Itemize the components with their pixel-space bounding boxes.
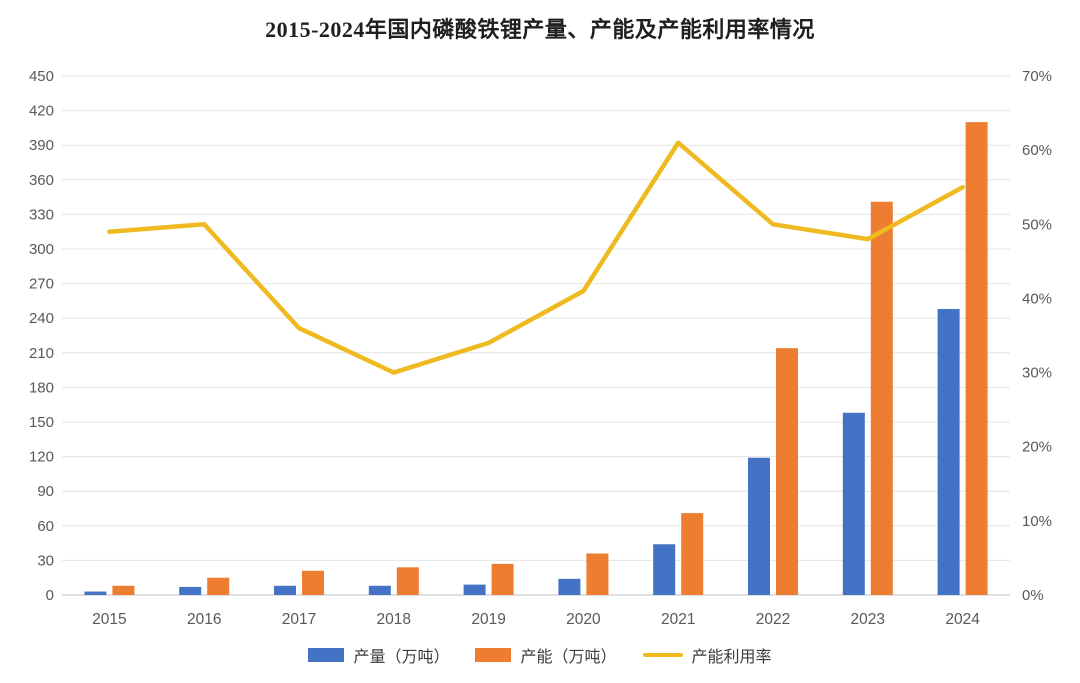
bar-production-2024 bbox=[937, 308, 960, 595]
bar-production-2017 bbox=[274, 585, 296, 595]
right-axis-tick-label: 60% bbox=[1022, 142, 1052, 159]
bar-capacity-2019 bbox=[491, 563, 514, 595]
x-axis-tick-label: 2016 bbox=[187, 611, 221, 628]
bar-capacity-2017 bbox=[302, 570, 324, 595]
left-axis-tick-label: 30 bbox=[37, 552, 54, 569]
legend-item-utilization: 产能利用率 bbox=[642, 643, 772, 667]
x-axis-tick-label: 2015 bbox=[92, 611, 126, 628]
right-axis-tick-label: 30% bbox=[1022, 365, 1052, 382]
chart-legend: 产量（万吨） 产能（万吨） 产能利用率 bbox=[0, 643, 1080, 667]
capacity-swatch-icon bbox=[475, 648, 512, 662]
legend-item-production: 产量（万吨） bbox=[308, 643, 449, 667]
bar-capacity-2015 bbox=[112, 585, 135, 595]
bar-production-2015 bbox=[84, 591, 107, 595]
x-axis-tick-label: 2023 bbox=[851, 611, 885, 628]
bar-capacity-2016 bbox=[207, 577, 230, 595]
left-axis-tick-label: 390 bbox=[29, 137, 54, 154]
left-axis-tick-label: 240 bbox=[29, 310, 54, 327]
left-axis-tick-label: 60 bbox=[37, 518, 54, 535]
x-axis-tick-label: 2021 bbox=[661, 611, 695, 628]
legend-label-utilization: 产能利用率 bbox=[691, 649, 772, 666]
bar-production-2019 bbox=[463, 584, 486, 595]
bar-production-2018 bbox=[368, 585, 391, 595]
bar-capacity-2022 bbox=[776, 348, 798, 595]
utilization-line bbox=[107, 140, 965, 375]
utilization-line-swatch-icon bbox=[642, 652, 683, 658]
x-axis-tick-label: 2024 bbox=[945, 611, 980, 628]
bar-production-2020 bbox=[558, 578, 581, 595]
left-axis-tick-label: 300 bbox=[29, 241, 54, 258]
chart-title: 2015-2024年国内磷酸铁锂产量、产能及产能利用率情况 bbox=[265, 17, 815, 42]
bar-production-2023 bbox=[842, 412, 865, 595]
bar-capacity-2021 bbox=[681, 513, 704, 595]
right-axis-tick-label: 70% bbox=[1022, 68, 1052, 85]
bar-production-2016 bbox=[179, 586, 202, 595]
left-axis-tick-label: 180 bbox=[29, 379, 54, 396]
left-axis-tick-label: 450 bbox=[29, 68, 54, 85]
left-axis-tick-label: 90 bbox=[37, 483, 54, 500]
x-axis-tick-label: 2017 bbox=[282, 611, 316, 628]
bar-production-2022 bbox=[748, 457, 770, 595]
left-axis-tick-label: 360 bbox=[29, 172, 54, 189]
left-axis-tick-label: 120 bbox=[29, 449, 54, 466]
bar-capacity-2024 bbox=[965, 122, 988, 595]
left-axis-tick-label: 270 bbox=[29, 276, 54, 293]
bar-production-2021 bbox=[653, 544, 676, 595]
right-axis-tick-label: 20% bbox=[1022, 439, 1052, 456]
production-swatch-icon bbox=[308, 648, 345, 662]
x-axis-tick-label: 2022 bbox=[756, 611, 790, 628]
left-axis-tick-label: 150 bbox=[29, 414, 54, 431]
legend-label-production: 产量（万吨） bbox=[353, 649, 450, 666]
right-axis-tick-label: 40% bbox=[1022, 290, 1052, 307]
right-axis-tick-label: 10% bbox=[1022, 513, 1052, 530]
bar-capacity-2018 bbox=[396, 567, 419, 595]
x-axis-tick-label: 2019 bbox=[471, 611, 505, 628]
bar-capacity-2020 bbox=[586, 553, 609, 595]
left-axis-tick-label: 0 bbox=[46, 587, 54, 604]
x-axis-tick-label: 2018 bbox=[377, 611, 411, 628]
left-axis-tick-label: 330 bbox=[29, 206, 54, 223]
left-axis-tick-label: 210 bbox=[29, 345, 54, 362]
legend-item-capacity: 产能（万吨） bbox=[475, 643, 617, 667]
right-axis-tick-label: 50% bbox=[1022, 216, 1052, 233]
bar-capacity-2023 bbox=[870, 201, 893, 596]
x-axis-tick-label: 2020 bbox=[566, 611, 601, 628]
legend-label-capacity: 产能（万吨） bbox=[520, 649, 617, 666]
left-axis-tick-label: 420 bbox=[29, 103, 54, 120]
right-axis-tick-label: 0% bbox=[1022, 587, 1044, 604]
